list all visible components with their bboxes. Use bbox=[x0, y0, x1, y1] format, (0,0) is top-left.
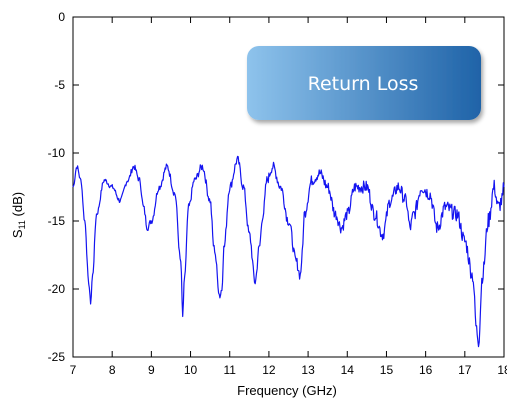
x-tick-label: 12 bbox=[262, 363, 276, 377]
y-tick-label: -5 bbox=[54, 78, 65, 92]
axis-ticks bbox=[72, 16, 505, 358]
y-axis-title-sub: 11 bbox=[17, 220, 27, 229]
legend: Return Loss bbox=[247, 46, 481, 120]
x-tick-label: 8 bbox=[109, 363, 116, 377]
x-tick-label: 14 bbox=[341, 363, 355, 377]
x-tick-label: 9 bbox=[148, 363, 155, 377]
legend-box bbox=[247, 46, 481, 120]
series-layer bbox=[72, 155, 505, 348]
y-tick-label: 0 bbox=[58, 10, 65, 24]
x-tick-label: 15 bbox=[380, 363, 394, 377]
y-axis-title-main: S bbox=[10, 229, 25, 238]
x-tick-label: 17 bbox=[458, 363, 472, 377]
legend-label: Return Loss bbox=[308, 73, 419, 95]
series-line-return-loss bbox=[72, 155, 505, 348]
x-tick-label: 10 bbox=[184, 363, 198, 377]
y-axis-title: S11 (dB) bbox=[10, 192, 27, 238]
x-tick-label: 13 bbox=[301, 363, 315, 377]
x-tick-label: 16 bbox=[419, 363, 433, 377]
y-axis-title-rest: (dB) bbox=[10, 192, 25, 220]
x-tick-label: 18 bbox=[497, 363, 507, 377]
y-tick-label: -25 bbox=[48, 350, 66, 364]
tick-labels: 7 8 9 10 11 12 13 14 15 16 17 18 0 -5 -10 -15 -20 -25 bbox=[48, 10, 507, 377]
y-tick-label: -10 bbox=[48, 146, 66, 160]
x-tick-label: 11 bbox=[223, 363, 236, 377]
x-axis-title: Frequency (GHz) bbox=[237, 383, 337, 398]
y-tick-label: -15 bbox=[48, 214, 66, 228]
y-tick-label: -20 bbox=[48, 282, 66, 296]
x-tick-label: 7 bbox=[70, 363, 77, 377]
